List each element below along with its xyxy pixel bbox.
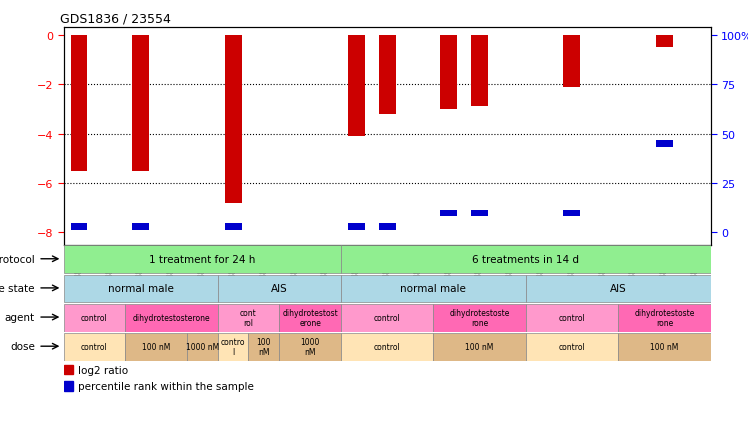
Text: dihydrotestoste
rone: dihydrotestoste rone bbox=[450, 308, 509, 328]
Bar bbox=[341, 304, 433, 332]
Text: AIS: AIS bbox=[610, 284, 627, 294]
Text: agent: agent bbox=[4, 312, 35, 322]
Bar bbox=[656, 141, 673, 147]
Bar bbox=[279, 333, 341, 361]
Text: contro
l: contro l bbox=[221, 337, 245, 357]
Text: normal male: normal male bbox=[108, 284, 174, 294]
Bar bbox=[132, 224, 149, 230]
Bar bbox=[348, 36, 365, 137]
Bar bbox=[248, 333, 279, 361]
Bar bbox=[64, 365, 73, 375]
Bar bbox=[618, 304, 711, 332]
Text: control: control bbox=[559, 313, 586, 322]
Bar bbox=[471, 36, 488, 107]
Text: dihydrotestoste
rone: dihydrotestoste rone bbox=[634, 308, 695, 328]
Bar bbox=[218, 275, 341, 303]
Text: protocol: protocol bbox=[0, 254, 35, 264]
Bar bbox=[526, 333, 618, 361]
Text: 1 treatment for 24 h: 1 treatment for 24 h bbox=[149, 255, 255, 265]
Bar bbox=[378, 36, 396, 115]
Text: control: control bbox=[374, 313, 400, 322]
Bar bbox=[471, 210, 488, 216]
Text: dose: dose bbox=[10, 342, 35, 352]
Bar bbox=[218, 304, 279, 332]
Bar bbox=[218, 333, 248, 361]
Text: 1000
nM: 1000 nM bbox=[301, 337, 319, 357]
Text: normal male: normal male bbox=[400, 284, 466, 294]
Text: dihydrotestost
erone: dihydrotestost erone bbox=[282, 308, 338, 328]
Text: 100 nM: 100 nM bbox=[650, 342, 678, 352]
Text: percentile rank within the sample: percentile rank within the sample bbox=[78, 381, 254, 391]
Bar bbox=[70, 36, 88, 171]
Bar bbox=[563, 36, 580, 87]
Bar bbox=[341, 246, 711, 274]
Bar bbox=[378, 224, 396, 230]
Text: AIS: AIS bbox=[271, 284, 288, 294]
Text: 100 nM: 100 nM bbox=[465, 342, 494, 352]
Bar bbox=[64, 275, 218, 303]
Bar bbox=[563, 210, 580, 216]
Bar bbox=[618, 333, 711, 361]
Bar bbox=[341, 275, 526, 303]
Bar bbox=[125, 333, 187, 361]
Text: dihydrotestosterone: dihydrotestosterone bbox=[132, 313, 210, 322]
Bar bbox=[64, 304, 125, 332]
Bar bbox=[70, 224, 88, 230]
Text: control: control bbox=[81, 342, 108, 352]
Bar bbox=[64, 246, 341, 274]
Bar bbox=[341, 333, 433, 361]
Bar bbox=[187, 333, 218, 361]
Text: cont
rol: cont rol bbox=[240, 308, 257, 328]
Bar bbox=[64, 333, 125, 361]
Bar bbox=[441, 210, 457, 216]
Bar bbox=[132, 36, 149, 171]
Text: 6 treatments in 14 d: 6 treatments in 14 d bbox=[472, 255, 579, 265]
Bar bbox=[656, 36, 673, 48]
Text: GDS1836 / 23554: GDS1836 / 23554 bbox=[61, 13, 171, 26]
Bar bbox=[125, 304, 218, 332]
Bar bbox=[224, 36, 242, 203]
Text: log2 ratio: log2 ratio bbox=[78, 365, 128, 375]
Bar bbox=[433, 333, 526, 361]
Text: 1000 nM: 1000 nM bbox=[186, 342, 219, 352]
Text: control: control bbox=[559, 342, 586, 352]
Text: control: control bbox=[81, 313, 108, 322]
Text: 100 nM: 100 nM bbox=[142, 342, 171, 352]
Text: disease state: disease state bbox=[0, 283, 35, 293]
Bar bbox=[441, 36, 457, 109]
Bar bbox=[279, 304, 341, 332]
Text: control: control bbox=[374, 342, 400, 352]
Bar bbox=[433, 304, 526, 332]
Bar bbox=[64, 381, 73, 391]
Bar bbox=[224, 224, 242, 230]
Bar bbox=[526, 275, 711, 303]
Bar bbox=[526, 304, 618, 332]
Bar bbox=[348, 224, 365, 230]
Text: 100
nM: 100 nM bbox=[257, 337, 271, 357]
